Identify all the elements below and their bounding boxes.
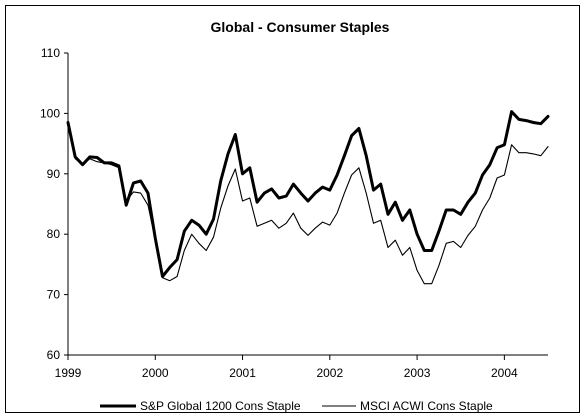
chart-frame — [5, 5, 580, 413]
series-line-sp-global-1200 — [66, 110, 550, 278]
x-tick-label: 2002 — [316, 366, 343, 380]
axes: 60 70 80 90 100 110 1999 2000 2001 2002 2003 2004 — [40, 46, 548, 380]
x-tick-label: 2003 — [404, 366, 431, 380]
y-tick-label: 100 — [40, 106, 60, 120]
legend-label: S&P Global 1200 Cons Staple — [140, 399, 301, 413]
y-tick-label: 110 — [41, 46, 60, 60]
chart-title: Global - Consumer Staples — [211, 19, 390, 35]
x-tick-label: 2004 — [491, 366, 518, 380]
y-tick-label: 60 — [47, 348, 61, 362]
legend: S&P Global 1200 Cons Staple MSCI ACWI Con… — [100, 399, 493, 413]
series-layer — [66, 110, 550, 285]
legend-label: MSCI ACWI Cons Staple — [360, 399, 493, 413]
x-tick-label: 2000 — [142, 366, 169, 380]
series-line-msci-acwi — [67, 121, 549, 285]
y-tick-label: 80 — [47, 227, 61, 241]
x-tick-label: 1999 — [55, 366, 82, 380]
y-tick-label: 70 — [47, 288, 61, 302]
x-tick-label: 2001 — [229, 366, 256, 380]
y-tick-label: 90 — [47, 167, 61, 181]
